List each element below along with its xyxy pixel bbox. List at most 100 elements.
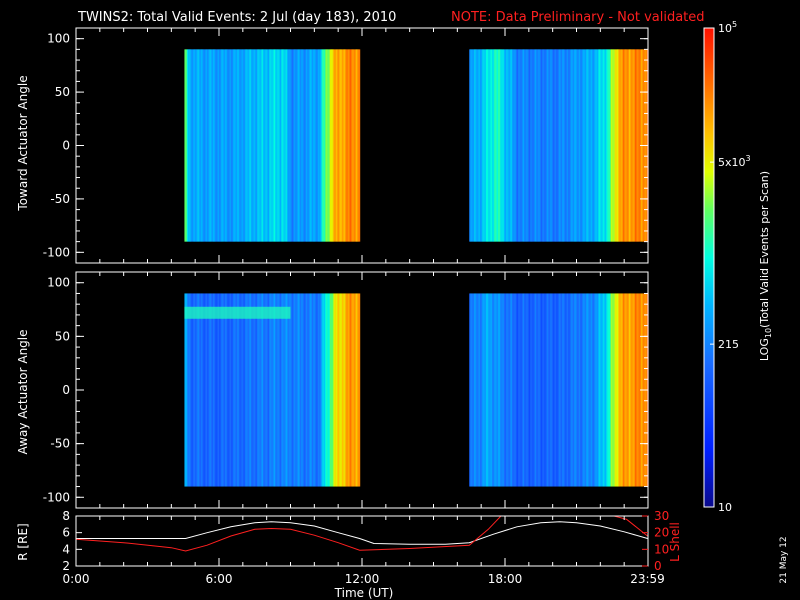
heatmap-column [236,293,239,487]
heatmap-column [510,49,513,242]
heatmap-column [620,293,623,487]
heatmap-column [307,293,309,487]
heatmap-column [538,293,541,487]
heatmap-column [626,293,629,487]
heatmap-column [630,49,632,242]
y-tick-label: 50 [55,329,70,343]
heatmap-column [203,293,206,487]
heatmap-column [552,293,555,487]
heatmap-column [496,293,499,487]
heatmap-column [507,293,510,487]
heatmap-column [264,49,267,242]
heatmap-column [597,293,600,487]
heatmap-column [582,293,585,487]
heatmap-column [500,49,503,242]
heatmap-column [304,49,307,242]
heatmap-column [506,293,508,487]
heatmap-column [197,293,200,487]
heatmap-column [353,293,356,487]
heatmap-column [302,293,305,487]
heatmap-column [186,49,189,242]
heatmap-column [514,49,517,242]
heatmap-column [224,49,227,242]
heatmap-column [342,293,345,487]
heatmap-column [353,49,356,242]
heatmap-column [354,293,357,487]
heatmap-column [213,293,215,487]
heatmap-column [550,49,553,242]
heatmap-column [502,49,505,242]
heatmap-column [340,293,343,487]
heatmap-column [479,49,482,242]
heatmap-column [302,49,305,242]
heatmap-column [630,293,632,487]
heatmap-column [514,293,517,487]
lshell-line [76,516,648,552]
heatmap-column [240,293,243,487]
heatmap-column [493,49,495,242]
heatmap-column [625,49,628,242]
heatmap-column [532,293,535,487]
heatmap-column [526,293,529,487]
heatmap-column [344,293,346,487]
radius-axis-label: R [RE] [16,523,30,560]
heatmap-column [214,49,217,242]
heatmap-column [289,293,292,487]
heatmap-column [566,293,569,487]
heatmap-column [276,293,278,487]
heatmap-column [533,49,536,242]
heatmap-column [291,49,294,242]
colorbar-label-sub: 10 [764,328,773,338]
heatmap-column [198,49,201,242]
heatmap-column [301,293,304,487]
heatmap-column [270,293,273,487]
heatmap-column [474,49,476,242]
heatmap-column [234,49,237,242]
heatmap-column [564,49,567,242]
heatmap-column [357,49,360,242]
heatmap-column [614,293,617,487]
heatmap-column [235,49,238,242]
heatmap-column [276,49,278,242]
heatmap-column [238,49,240,242]
heatmap-column [584,49,587,242]
heatmap-column [528,49,531,242]
heatmap-column [494,293,497,487]
heatmap-column [572,49,575,242]
heatmap-column [271,293,274,487]
heatmap-column [578,49,581,242]
heatmap-column [210,293,213,487]
heatmap-column [476,293,479,487]
heatmap-column [309,293,312,487]
heatmap-column [532,49,535,242]
heatmap-column [553,49,556,242]
away-angle-panel: 100 50 0 -50 -100 [43,271,649,509]
heatmap-column [519,293,522,487]
heatmap-column [472,293,475,487]
heatmap-column [485,49,488,242]
heatmap-column [571,49,574,242]
heatmap-column [245,49,248,242]
heatmap-column [298,49,301,242]
heatmap-column [241,293,244,487]
heatmap-column [574,293,576,487]
heatmap-column [602,49,605,242]
heatmap-column [354,49,357,242]
heatmap-column [305,293,308,487]
heatmap-column [470,293,473,487]
high-count-band [184,306,291,319]
heatmap-column [541,293,544,487]
heatmap-column [527,49,530,242]
y-right-tick-label: 10 [654,542,669,556]
y-tick-label: 4 [62,542,70,556]
heatmap-column [199,293,202,487]
heatmap-column [284,293,287,487]
heatmap-column [334,293,337,487]
heatmap-column [215,49,218,242]
heatmap-column [628,49,631,242]
x-tick-label: 23:59 [630,572,665,586]
heatmap-column [500,293,503,487]
heatmap-column [590,293,593,487]
heatmap-column [234,293,237,487]
heatmap-column [248,49,251,242]
